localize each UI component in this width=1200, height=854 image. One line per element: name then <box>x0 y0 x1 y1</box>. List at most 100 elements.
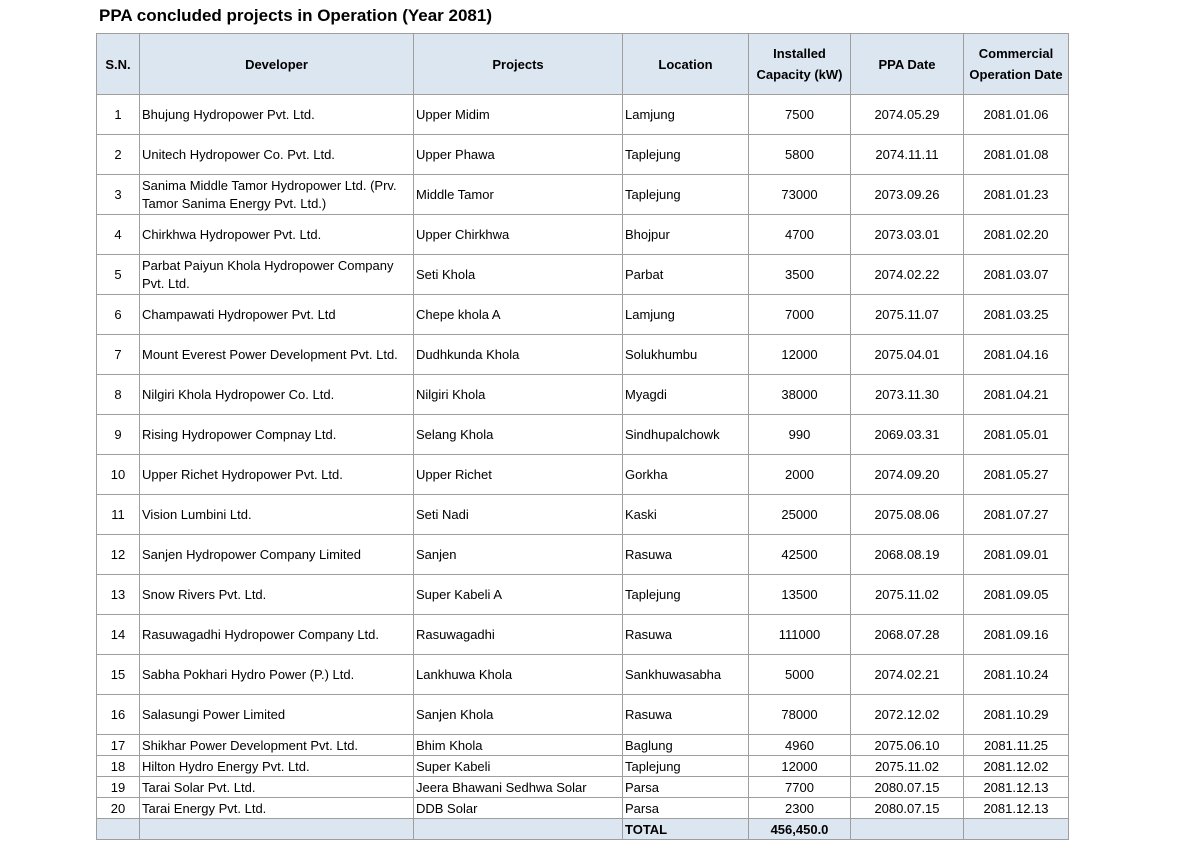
table-cell-capacity: 73000 <box>748 174 851 215</box>
table-header-row: S.N. Developer Projects Location Install… <box>96 33 1069 95</box>
table-cell-cod: 2081.04.16 <box>963 334 1069 375</box>
table-row: 6 Champawati Hydropower Pvt. Ltd Chepe kho… <box>96 294 1069 335</box>
table-row: 18 Hilton Hydro Energy Pvt. Ltd. Super Kab… <box>96 755 1069 777</box>
table-cell-sn: 11 <box>96 494 140 535</box>
page-title: PPA concluded projects in Operation (Yea… <box>99 6 493 25</box>
table-cell-ppa-date: 2074.11.11 <box>850 134 964 175</box>
table-cell-empty <box>413 818 623 840</box>
table-cell-capacity: 12000 <box>748 755 851 777</box>
table-cell-cod: 2081.05.27 <box>963 454 1069 495</box>
table-cell-cod: 2081.12.02 <box>963 755 1069 777</box>
table-cell-cod: 2081.04.21 <box>963 374 1069 415</box>
table-cell-cod: 2081.01.08 <box>963 134 1069 175</box>
table-body: 1 Bhujung Hydropower Pvt. Ltd. Upper Midim… <box>96 94 1069 840</box>
table-row: 19 Tarai Solar Pvt. Ltd. Jeera Bhawani Sed… <box>96 776 1069 798</box>
table-row: 16 Salasungi Power Limited Sanjen Khola Ras… <box>96 694 1069 735</box>
table-cell-project: Selang Khola <box>413 414 623 455</box>
table-cell-capacity: 12000 <box>748 334 851 375</box>
table-cell-project: Chepe khola A <box>413 294 623 335</box>
table-cell-sn: 8 <box>96 374 140 415</box>
table-row: 13 Snow Rivers Pvt. Ltd. Super Kabeli A Tap… <box>96 574 1069 615</box>
table-cell-capacity: 7500 <box>748 94 851 135</box>
table-cell-sn: 18 <box>96 755 140 777</box>
table-cell-project: Nilgiri Khola <box>413 374 623 415</box>
total-row: TOTAL 456,450.0 <box>96 818 1069 840</box>
table-cell-capacity: 7000 <box>748 294 851 335</box>
table-cell-ppa-date: 2075.11.07 <box>850 294 964 335</box>
table-cell-ppa-date: 2075.04.01 <box>850 334 964 375</box>
table-cell-capacity: 5800 <box>748 134 851 175</box>
table-cell-developer: Snow Rivers Pvt. Ltd. <box>139 574 414 615</box>
table-row: 3 Sanima Middle Tamor Hydropower Ltd. (Pr… <box>96 174 1069 215</box>
table-row: 7 Mount Everest Power Development Pvt. Lt… <box>96 334 1069 375</box>
table-cell-cod: 2081.10.24 <box>963 654 1069 695</box>
table-row: 2 Unitech Hydropower Co. Pvt. Ltd. Upper P… <box>96 134 1069 175</box>
table-cell-project: Sanjen <box>413 534 623 575</box>
table-row: 20 Tarai Energy Pvt. Ltd. DDB Solar Parsa 23… <box>96 797 1069 819</box>
table-cell-cod: 2081.03.25 <box>963 294 1069 335</box>
table-cell-sn: 15 <box>96 654 140 695</box>
table-cell-ppa-date: 2080.07.15 <box>850 776 964 798</box>
table-cell-empty <box>850 818 964 840</box>
table-cell-project: Upper Midim <box>413 94 623 135</box>
table-cell-ppa-date: 2074.02.21 <box>850 654 964 695</box>
table-cell-sn: 7 <box>96 334 140 375</box>
table-row: 5 Parbat Paiyun Khola Hydropower Company … <box>96 254 1069 295</box>
table-row: 4 Chirkhwa Hydropower Pvt. Ltd. Upper Chir… <box>96 214 1069 255</box>
table-cell-location: Lamjung <box>622 294 749 335</box>
table-cell-ppa-date: 2072.12.02 <box>850 694 964 735</box>
table-cell-capacity: 2000 <box>748 454 851 495</box>
table-cell-location: Taplejung <box>622 134 749 175</box>
table-row: 12 Sanjen Hydropower Company Limited Sanje… <box>96 534 1069 575</box>
table-cell-project: Upper Chirkhwa <box>413 214 623 255</box>
table-cell-developer: Sanima Middle Tamor Hydropower Ltd. (Prv… <box>139 174 414 215</box>
table-cell-ppa-date: 2074.09.20 <box>850 454 964 495</box>
table-cell-sn: 12 <box>96 534 140 575</box>
table-cell-empty <box>139 818 414 840</box>
table-cell-cod: 2081.12.13 <box>963 776 1069 798</box>
table-cell-sn: 5 <box>96 254 140 295</box>
table-cell-sn: 1 <box>96 94 140 135</box>
table-cell-sn: 16 <box>96 694 140 735</box>
header-commercial-operation-date: Commercial Operation Date <box>963 33 1069 95</box>
table-cell-cod: 2081.11.25 <box>963 734 1069 756</box>
table-cell-location: Parsa <box>622 797 749 819</box>
table-cell-cod: 2081.03.07 <box>963 254 1069 295</box>
table-cell-location: Parsa <box>622 776 749 798</box>
table-cell-project: Super Kabeli <box>413 755 623 777</box>
table-cell-developer: Unitech Hydropower Co. Pvt. Ltd. <box>139 134 414 175</box>
table-cell-developer: Tarai Energy Pvt. Ltd. <box>139 797 414 819</box>
table-cell-developer: Mount Everest Power Development Pvt. Ltd… <box>139 334 414 375</box>
table-cell-ppa-date: 2075.11.02 <box>850 755 964 777</box>
header-location: Location <box>622 33 749 95</box>
table-cell-developer: Hilton Hydro Energy Pvt. Ltd. <box>139 755 414 777</box>
table-row: 8 Nilgiri Khola Hydropower Co. Ltd. Nilgir… <box>96 374 1069 415</box>
table-cell-developer: Vision Lumbini Ltd. <box>139 494 414 535</box>
table-cell-cod: 2081.01.23 <box>963 174 1069 215</box>
table-cell-project: DDB Solar <box>413 797 623 819</box>
table-cell-sn: 2 <box>96 134 140 175</box>
table-cell-empty <box>963 818 1069 840</box>
header-installed-capacity: Installed Capacity (kW) <box>748 33 851 95</box>
table-cell-location: Parbat <box>622 254 749 295</box>
table-cell-capacity: 7700 <box>748 776 851 798</box>
table-cell-ppa-date: 2068.08.19 <box>850 534 964 575</box>
table-row: 10 Upper Richet Hydropower Pvt. Ltd. Upper… <box>96 454 1069 495</box>
total-capacity: 456,450.0 <box>748 818 851 840</box>
total-label: TOTAL <box>622 818 749 840</box>
header-ppa-date: PPA Date <box>850 33 964 95</box>
table-cell-location: Rasuwa <box>622 694 749 735</box>
table-cell-location: Taplejung <box>622 755 749 777</box>
table-cell-capacity: 42500 <box>748 534 851 575</box>
table-cell-developer: Tarai Solar Pvt. Ltd. <box>139 776 414 798</box>
table-cell-cod: 2081.09.05 <box>963 574 1069 615</box>
table-cell-location: Lamjung <box>622 94 749 135</box>
table-cell-capacity: 111000 <box>748 614 851 655</box>
table-cell-location: Kaski <box>622 494 749 535</box>
table-cell-ppa-date: 2073.09.26 <box>850 174 964 215</box>
table-cell-ppa-date: 2075.06.10 <box>850 734 964 756</box>
table-cell-project: Super Kabeli A <box>413 574 623 615</box>
table-cell-developer: Upper Richet Hydropower Pvt. Ltd. <box>139 454 414 495</box>
table-cell-capacity: 4960 <box>748 734 851 756</box>
table-cell-sn: 10 <box>96 454 140 495</box>
